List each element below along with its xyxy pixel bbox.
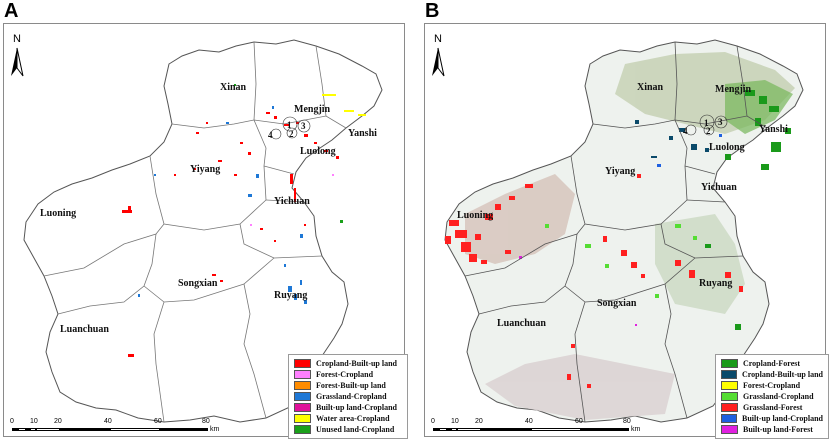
legend-swatch [721, 359, 738, 368]
district-label: Mengjin [294, 104, 331, 115]
legend-swatch [294, 425, 311, 434]
district-label: Luanchuan [497, 318, 546, 329]
panel-letter: B [425, 0, 440, 22]
change-patches [657, 134, 722, 167]
legend-item: Cropland-Built-up land [721, 369, 823, 380]
change-patches [122, 84, 366, 357]
change-patches [445, 174, 743, 388]
legend-swatch [721, 425, 738, 434]
legend-swatch [721, 414, 737, 423]
legend-swatch [294, 392, 311, 401]
district-label: Yichuan [701, 182, 737, 193]
legend-swatch [294, 414, 311, 423]
map-frame: N [424, 23, 829, 439]
district-label: Yiyang [190, 164, 220, 175]
legend-swatch [294, 359, 311, 368]
district-boundaries [464, 41, 768, 423]
legend-item: Built-up land-Cropland [721, 413, 823, 424]
district-label: Yanshi [348, 128, 377, 139]
district-label: Yichuan [274, 196, 310, 207]
legend-item: Forest-Cropland [721, 380, 823, 391]
district-label: Ruyang [699, 278, 732, 289]
change-patches [519, 256, 637, 326]
district-label: Luolong [709, 142, 745, 153]
north-arrow-icon: N [432, 33, 445, 77]
legend-swatch [721, 392, 738, 401]
legend-item: Cropland-Built-up land [294, 358, 402, 369]
district-label: Luanchuan [60, 324, 109, 335]
district-label: Yanshi [759, 124, 788, 135]
change-patches [545, 224, 697, 298]
scale-bar: 0 10 20 40 60 80 km [431, 418, 641, 433]
north-label: N [434, 33, 442, 45]
legend-swatch [294, 381, 311, 390]
district-label: Mengjin [715, 84, 752, 95]
panel-letter: A [4, 0, 19, 22]
legend-swatch [721, 381, 738, 390]
scale-bar: 0 10 20 40 60 80 km [10, 418, 220, 433]
legend-item: Grassland-Cropland [294, 391, 402, 402]
change-patches [635, 120, 709, 158]
district-label: Luoning [40, 208, 76, 219]
map-canvas: N [432, 33, 804, 423]
zone-number: 4 [683, 126, 688, 136]
district-label: Songxian [178, 278, 218, 289]
district-label: Ruyang [274, 290, 307, 301]
legend-item: Built-up land-Cropland [294, 402, 402, 413]
map-canvas: N [11, 33, 383, 423]
zone-number: 1 [287, 120, 292, 130]
legend-item: Forest-Cropland [294, 369, 402, 380]
district-label: Songxian [597, 298, 637, 309]
district-boundaries [43, 41, 347, 423]
district-label: Luoning [457, 210, 493, 221]
zone-number: 2 [289, 129, 294, 139]
zone-number: 1 [704, 118, 709, 128]
zone-number: 3 [718, 117, 723, 127]
legend-swatch [294, 370, 311, 379]
legend: Cropland-Built-up land Forest-Cropland F… [288, 354, 408, 439]
legend-item: Unused land-Cropland [294, 424, 402, 435]
legend-item: Grassland-Forest [721, 402, 823, 413]
legend-item: Built-up land-Forest [721, 424, 823, 435]
legend-item: Forest-Built-up land [294, 380, 402, 391]
legend-item: Cropland-Forest [721, 358, 823, 369]
legend: Cropland-Forest Cropland-Built-up land F… [715, 354, 829, 439]
zone-number: 2 [706, 126, 711, 136]
zone-number: 3 [301, 121, 306, 131]
legend-item: Grassland-Cropland [721, 391, 823, 402]
district-label: Xinan [220, 82, 247, 93]
north-arrow-icon: N [11, 33, 24, 77]
district-label: Luolong [300, 146, 336, 157]
district-label: Xinan [637, 82, 664, 93]
map-frame: N [3, 23, 408, 439]
legend-swatch [721, 403, 738, 412]
north-label: N [13, 33, 21, 45]
zone-number: 4 [268, 130, 273, 140]
legend-swatch [294, 403, 311, 412]
district-label: Yiyang [605, 166, 635, 177]
legend-item: Water area-Cropland [294, 413, 402, 424]
legend-swatch [721, 370, 737, 379]
